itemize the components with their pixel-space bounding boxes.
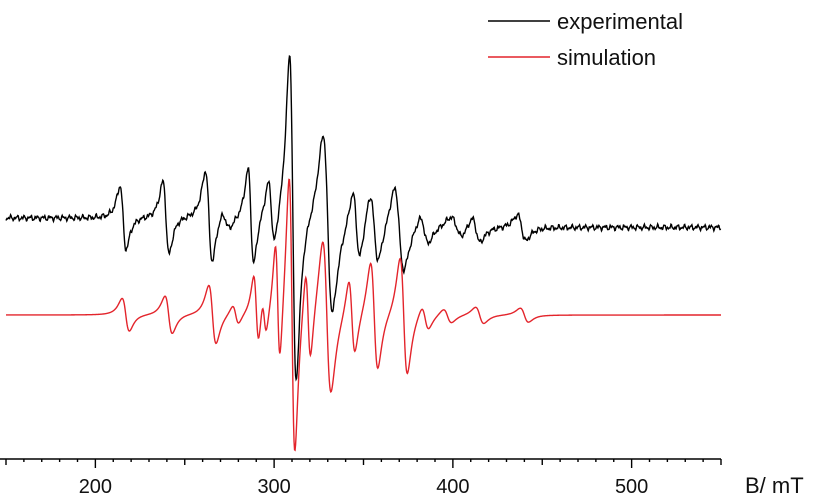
x-axis-label: B/ mT bbox=[745, 473, 804, 498]
legend: experimental simulation bbox=[488, 9, 683, 70]
x-tick-label: 300 bbox=[257, 476, 290, 498]
x-ticks: 200 300 400 500 bbox=[5, 459, 722, 498]
x-axis: 200 300 400 500 B/ mT bbox=[0, 458, 804, 498]
x-tick-label: 200 bbox=[79, 476, 112, 498]
legend-label-experimental: experimental bbox=[557, 9, 683, 34]
legend-label-simulation: simulation bbox=[557, 45, 656, 70]
plot-area bbox=[5, 55, 722, 452]
experimental-trace bbox=[5, 55, 722, 382]
x-tick-label: 500 bbox=[615, 476, 648, 498]
x-tick-label: 400 bbox=[436, 476, 469, 498]
legend-entry-experimental: experimental bbox=[488, 9, 683, 34]
simulation-trace bbox=[6, 178, 721, 452]
legend-entry-simulation: simulation bbox=[488, 45, 656, 70]
